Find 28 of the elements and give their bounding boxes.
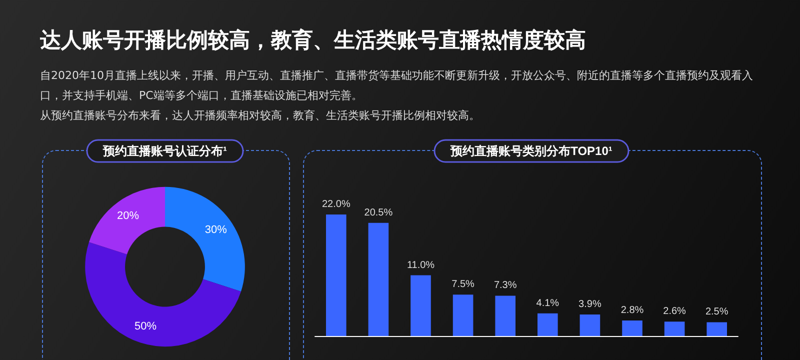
data-label: 2.8% [620,305,644,316]
bar [622,320,642,336]
data-label: 11.0% [406,260,435,271]
bar [326,214,346,336]
data-label: 7.5% [452,279,475,290]
bar [495,296,516,336]
bar [410,275,431,336]
data-label: 50% [134,320,157,333]
data-label: 3.9% [578,298,602,310]
chart-title: 预约直播账号类别分布TOP10¹ [450,144,612,158]
data-label: 2.6% [663,306,686,318]
chart-title: 预约直播账号认证分布¹ [102,144,227,158]
data-label: 20% [116,210,140,222]
bar [452,294,474,336]
data-label: 4.1% [536,298,560,309]
bar [706,322,727,336]
data-label: 20.5% [364,207,393,218]
data-label: 2.5% [705,306,728,318]
data-label: 22.0% [322,199,350,210]
bar [664,322,685,336]
data-label: 30% [204,224,228,236]
text: 自2020年10月直播上线以来，开播、用户互动、直播推广、直播带货等基础功能不断更新升级，开放公众号、附近的直播等多个直播预约及观看入口，并支持手机端、PC端等多个端口，直播基础设施已相对完善。 [40,68,754,104]
text: 达人账号开播比例较高，教育、生活类账号直播热情度较高 [40,27,586,54]
bar [538,313,558,336]
bar [580,314,600,336]
text: 从预约直播账号分布来看，达人开播频率相对较高，教育、生活类账号开播比例相对较高。 [40,108,481,124]
data-label: 7.3% [494,280,517,292]
bar [368,222,389,336]
